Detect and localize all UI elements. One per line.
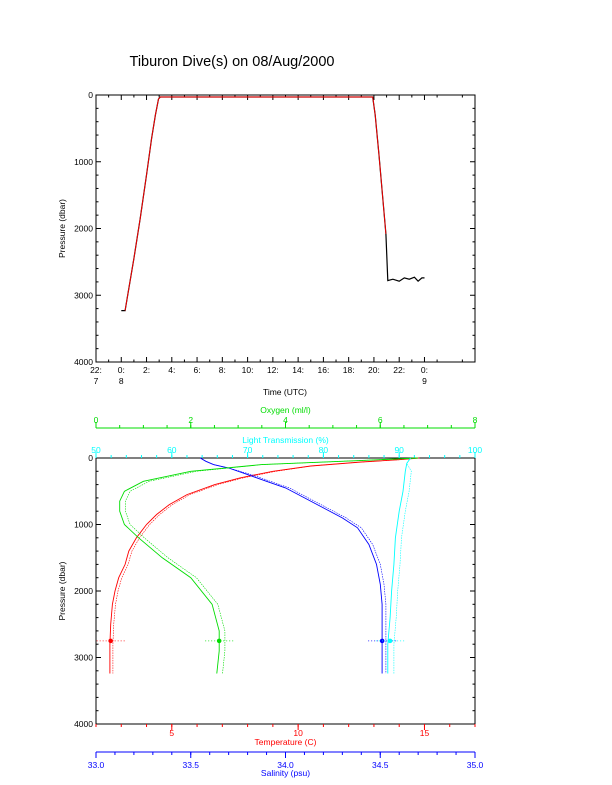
oxygen-tick-label: 4 [283,415,288,425]
oxygen-tick-label: 8 [473,415,478,425]
chart-title: Tiburon Dive(s) on 08/Aug/2000 [130,54,335,70]
light-tick-label: 50 [91,445,101,455]
temperature-tick-label: 10 [293,728,303,738]
y-tick-label: 2000 [74,586,93,596]
x-tick-label: 10: [242,365,254,375]
oxygen-profile [119,457,419,674]
x-tick-label: 14: [292,365,304,375]
x-tick-label: 18: [343,365,355,375]
y-axis-label: Pressure (dbar) [57,199,67,258]
y-tick-label: 0 [88,90,93,100]
series-line-1 [124,96,387,311]
temperature-tick-label: 15 [420,728,430,738]
x-tick-sublabel: 9 [422,376,427,386]
x-tick-label: 0: [421,365,428,375]
salinity-tick-label: 34.5 [372,760,389,770]
y-tick-label: 1000 [74,157,93,167]
light-tick-label: 100 [468,445,482,455]
x-tick-label: 8: [219,365,226,375]
light-tick-label: 90 [394,445,404,455]
oxygen-axis-label: Oxygen (ml/l) [260,405,311,415]
y-axis-label: Pressure (dbar) [57,561,67,620]
y-tick-label: 3000 [74,290,93,300]
x-tick-label: 16: [317,365,329,375]
x-tick-label: 4: [168,365,175,375]
temperature-tick-label: 5 [169,728,174,738]
y-tick-label: 1000 [74,520,93,530]
light-tick-label: 60 [167,445,177,455]
y-tick-label: 4000 [74,357,93,367]
series-line-0 [121,96,425,312]
temperature-axis-label: Temperature (C) [255,737,317,747]
oxygen-tick-label: 2 [188,415,193,425]
temperature-bottom-marker [108,638,113,644]
light-profile [387,457,411,674]
temperature-profile [109,457,420,674]
x-tick-label: 20: [368,365,380,375]
x-tick-label: 6: [194,365,201,375]
y-tick-label: 0 [88,453,93,463]
oxygen-bottom-marker [216,638,222,644]
light-tick-label: 70 [243,445,253,455]
x-axis-label: Time (UTC) [263,387,307,397]
x-tick-sublabel: 7 [94,376,99,386]
light-axis-label: Light Transmission (%) [242,435,329,445]
x-tick-label: 22: [90,365,102,375]
light-profile-ascent [393,457,412,674]
salinity-profile [199,457,383,674]
x-tick-label: 0: [118,365,125,375]
x-tick-label: 2: [143,365,150,375]
x-tick-label: 22: [393,365,405,375]
oxygen-tick-label: 0 [94,415,99,425]
y-tick-label: 4000 [74,719,93,729]
salinity-profile-ascent [200,457,387,674]
salinity-tick-label: 33.5 [182,760,199,770]
oxygen-tick-label: 6 [378,415,383,425]
x-tick-label: 12: [267,365,279,375]
x-tick-sublabel: 8 [119,376,124,386]
y-tick-label: 2000 [74,224,93,234]
light-tick-label: 80 [319,445,329,455]
salinity-tick-label: 35.0 [467,760,484,770]
oxygen-profile-ascent [125,457,419,674]
light-bottom-marker [387,638,393,644]
temperature-profile-ascent [112,457,420,674]
salinity-axis-label: Salinity (psu) [261,768,310,778]
plot-frame [95,457,476,725]
y-tick-label: 3000 [74,653,93,663]
salinity-tick-label: 33.0 [88,760,105,770]
plot-frame [95,94,476,363]
salinity-tick-label: 34.0 [277,760,294,770]
